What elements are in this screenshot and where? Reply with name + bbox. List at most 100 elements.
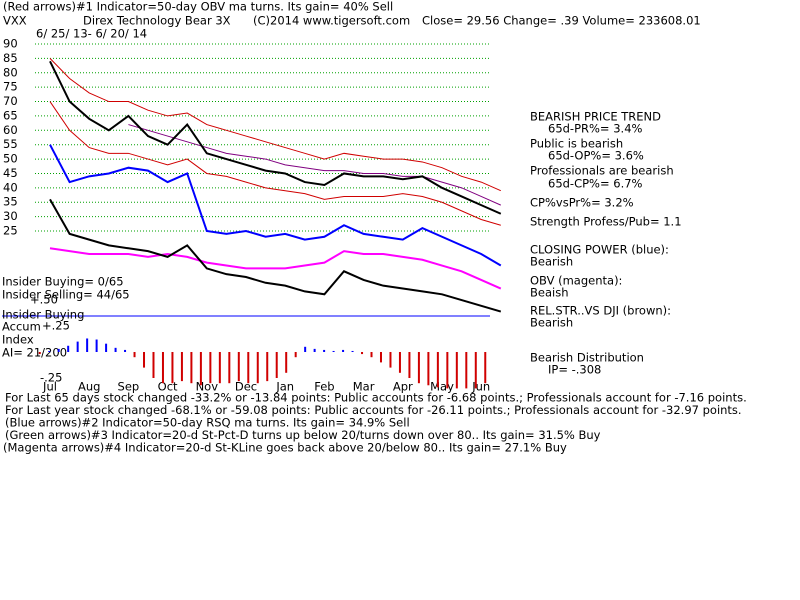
accum-bar (361, 352, 364, 355)
accum-bar (417, 352, 420, 384)
y-tick-label: 75 (3, 80, 18, 94)
accum-bar (105, 343, 108, 352)
stat-text: CLOSING POWER (blue): (530, 243, 669, 257)
left-label: Insider Buying (2, 308, 84, 322)
left-label: Insider Buying= 0/65 (2, 275, 124, 289)
accum-bar (38, 352, 41, 355)
series-line (49, 198, 502, 313)
x-tick-label: Jun (471, 380, 490, 394)
accum-bar (114, 347, 117, 352)
footer-line: (Magenta arrows)#4 Indicator=20-d St-KLi… (3, 441, 567, 455)
y-tick-label: 55 (3, 137, 18, 151)
accum-bar (48, 350, 51, 352)
accum-bar (247, 352, 250, 384)
accum-bar (446, 352, 449, 389)
y-tick-label: 85 (3, 51, 18, 65)
series-line (49, 247, 502, 290)
y-tick-label: 65 (3, 108, 18, 122)
stat-text: Bearish Distribution (530, 351, 644, 365)
stat-text: Public is bearish (530, 137, 623, 151)
accum-bar (228, 352, 231, 384)
accum-bar (275, 352, 278, 378)
x-tick-label: Aug (78, 380, 100, 394)
accum-bar (190, 352, 193, 384)
x-tick-label: Feb (314, 380, 334, 394)
accum-bar (323, 349, 326, 352)
accum-bar (484, 352, 487, 384)
accum-bar (408, 352, 411, 378)
accum-bar (124, 349, 127, 352)
footer-line: For Last 65 days stock changed -33.2% or… (5, 391, 747, 405)
accum-bar (67, 345, 70, 352)
accum-bar (180, 352, 183, 382)
series-line (49, 58, 502, 192)
y-tick-label: 30 (3, 209, 18, 223)
accum-bar (86, 338, 89, 352)
y-tick-label: 60 (3, 123, 18, 137)
accum-bar (218, 352, 221, 384)
x-tick-label: Jan (275, 380, 294, 394)
series-line (128, 124, 502, 206)
accum-bar (161, 352, 164, 384)
stat-text: 65d-OP%= 3.6% (548, 149, 644, 163)
accum-bar (351, 350, 354, 352)
y-tick-label: 40 (3, 180, 18, 194)
y-tick-label: 70 (3, 94, 18, 108)
accum-bar (427, 352, 430, 386)
accum-bar (152, 352, 155, 378)
accum-bar (436, 352, 439, 388)
accum-bar (332, 350, 335, 352)
accum-bar (57, 348, 60, 352)
y-tick-label: -.25 (40, 371, 62, 385)
stat-text: CP%vsPr%= 3.2% (530, 196, 634, 210)
y-tick-label: +.50 (30, 293, 58, 307)
stock-name: Direx Technology Bear 3X (83, 14, 231, 28)
y-tick-label: 80 (3, 65, 18, 79)
stat-text: IP= -.308 (548, 363, 601, 377)
footer-line: (Green arrows)#3 Indicator=20-d St-Pct-D… (5, 428, 601, 442)
stat-text: Bearish (530, 255, 573, 269)
accum-bar (304, 346, 307, 352)
accum-bar (133, 352, 136, 358)
x-tick-label: Oct (158, 380, 178, 394)
x-tick-label: Apr (393, 380, 413, 394)
y-tick-label: 25 (3, 224, 18, 238)
stat-text: 65d-CP%= 6.7% (548, 177, 643, 191)
accum-bar (398, 352, 401, 373)
accum-bar (313, 348, 316, 352)
footer-line: For Last year stock changed -68.1% or -5… (5, 403, 742, 417)
accum-bar (199, 352, 202, 386)
stat-text: BEARISH PRICE TREND (530, 110, 661, 124)
accum-bar (171, 352, 174, 384)
accum-bar (465, 352, 468, 389)
accum-bar (95, 339, 98, 352)
x-tick-label: Jul (42, 380, 57, 394)
accum-bar (143, 352, 146, 368)
stat-text: Professionals are bearish (530, 164, 674, 178)
symbol: VXX (3, 14, 27, 28)
footer-line: (Blue arrows)#2 Indicator=50-day RSQ ma … (5, 416, 410, 430)
accum-bar (209, 352, 212, 384)
accum-bar (256, 352, 259, 384)
x-tick-label: Sep (118, 380, 140, 394)
stat-text: 65d-PR%= 3.4% (548, 122, 643, 136)
accum-bar (285, 352, 288, 373)
accum-bar (342, 349, 345, 352)
left-label: Insider Selling= 44/65 (2, 288, 130, 302)
x-tick-label: Nov (196, 380, 219, 394)
y-tick-label: 35 (3, 195, 18, 209)
accum-bar (379, 352, 382, 363)
stat-text: Strength Profess/Pub= 1.1 (530, 215, 682, 229)
accum-bar (237, 352, 240, 382)
accum-bar (294, 352, 297, 358)
x-tick-label: Mar (353, 380, 375, 394)
accum-bar (76, 341, 79, 352)
accum-bar (455, 352, 458, 389)
left-label: Index (2, 333, 34, 347)
x-tick-label: Dec (235, 380, 257, 394)
y-tick-label: +.25 (42, 319, 70, 333)
accum-bar (389, 352, 392, 368)
stat-text: Bearish (530, 316, 573, 330)
y-tick-label: 90 (3, 37, 18, 51)
y-tick-label: 45 (3, 166, 18, 180)
